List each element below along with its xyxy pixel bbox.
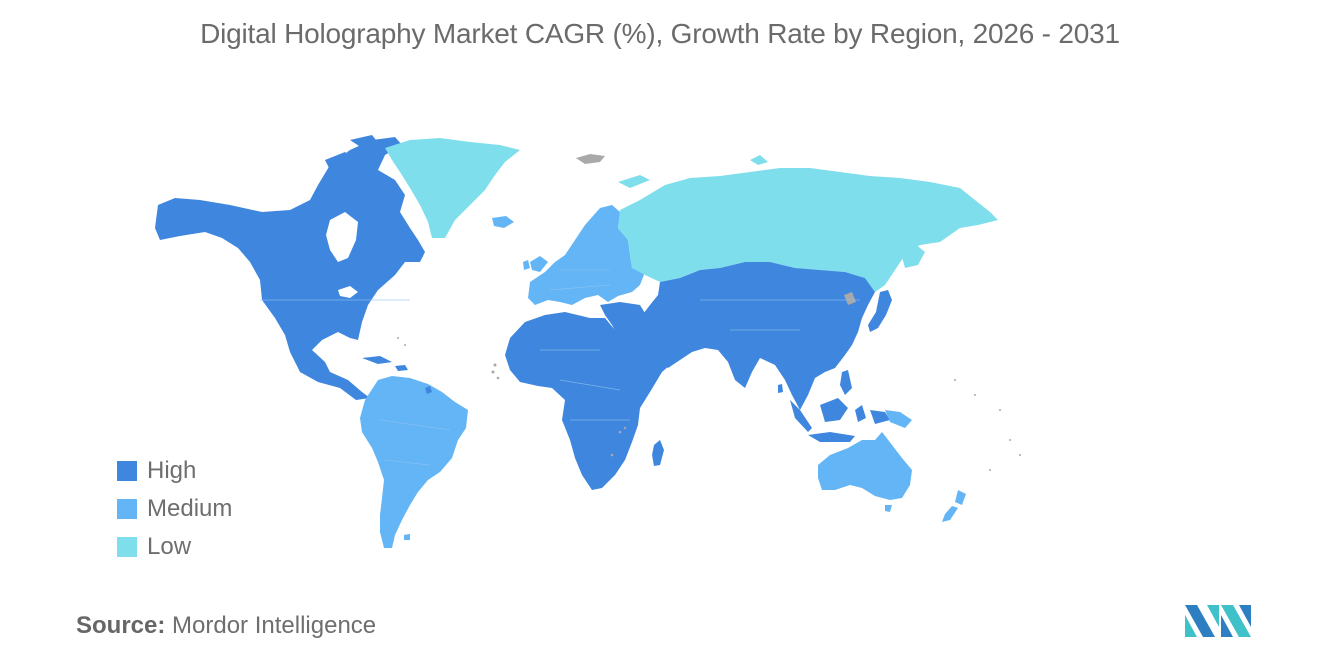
region-europe[interactable]	[528, 205, 645, 305]
region-north-america[interactable]	[155, 137, 425, 400]
region-south-america[interactable]	[360, 376, 468, 548]
legend-label: Low	[147, 533, 192, 560]
mordor-logo-icon	[1185, 605, 1251, 637]
legend-item-high[interactable]: High	[117, 452, 232, 490]
source-value: Mordor Intelligence	[172, 612, 377, 639]
region-australia[interactable]	[818, 432, 912, 500]
legend-label: Medium	[147, 495, 233, 522]
legend: High Medium Low	[117, 452, 232, 566]
legend-item-low[interactable]: Low	[117, 528, 232, 566]
chart-title: Digital Holography Market CAGR (%), Grow…	[200, 18, 1120, 49]
region-russia[interactable]	[618, 168, 998, 292]
legend-swatch-low	[117, 537, 137, 557]
legend-item-medium[interactable]: Medium	[117, 490, 232, 528]
source-label: Source:	[76, 612, 166, 639]
source-credit: Source: Mordor Intelligence	[76, 612, 376, 640]
region-asia[interactable]	[640, 262, 875, 410]
region-new-zealand[interactable]	[942, 490, 966, 522]
legend-swatch-medium	[117, 499, 137, 519]
region-africa[interactable]	[505, 312, 662, 490]
legend-label: High	[147, 457, 197, 484]
legend-swatch-high	[117, 461, 137, 481]
region-greenland[interactable]	[385, 138, 520, 238]
